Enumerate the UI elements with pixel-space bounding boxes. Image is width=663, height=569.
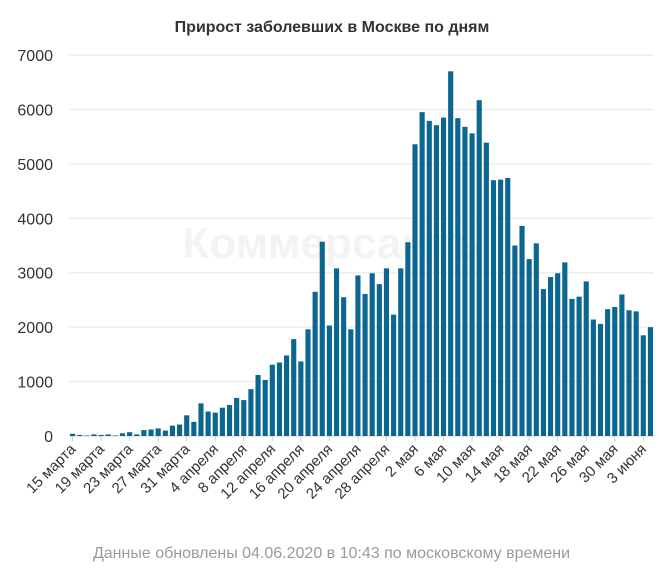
bar bbox=[612, 307, 618, 436]
bar bbox=[348, 329, 354, 436]
bar bbox=[626, 310, 632, 436]
y-tick-label: 2000 bbox=[17, 320, 53, 337]
bar bbox=[555, 273, 561, 436]
bar bbox=[141, 430, 147, 436]
bar bbox=[69, 433, 76, 436]
chart-title: Прирост заболевших в Москве по дням bbox=[175, 19, 490, 36]
chart: Прирост заболевших в Москве по дням Комм… bbox=[17, 19, 654, 503]
bar bbox=[162, 430, 168, 436]
y-axis: 0 1000 2000 3000 4000 5000 6000 7000 bbox=[17, 48, 53, 446]
y-tick-label: 3000 bbox=[17, 266, 53, 283]
y-tick-label: 7000 bbox=[17, 48, 53, 65]
bar bbox=[462, 126, 468, 437]
bar bbox=[533, 243, 539, 436]
bar bbox=[191, 421, 197, 436]
bar bbox=[590, 319, 596, 436]
bar bbox=[155, 428, 161, 436]
update-note: Данные обновлены 04.06.2020 в 10:43 по м… bbox=[92, 545, 571, 562]
bar bbox=[405, 242, 411, 436]
bar bbox=[291, 339, 297, 436]
bar bbox=[383, 268, 390, 436]
y-tick-label: 6000 bbox=[17, 102, 53, 119]
bar bbox=[276, 362, 283, 436]
bar bbox=[576, 296, 582, 436]
bar bbox=[490, 180, 497, 436]
bar bbox=[234, 397, 240, 436]
bar bbox=[526, 259, 532, 436]
bar bbox=[84, 435, 90, 436]
bar bbox=[597, 323, 604, 436]
bar bbox=[298, 361, 304, 436]
bar bbox=[483, 142, 489, 436]
bar bbox=[326, 325, 332, 436]
bar bbox=[98, 434, 104, 436]
bar bbox=[77, 434, 83, 436]
bar bbox=[433, 125, 439, 436]
y-tick-label: 1000 bbox=[17, 375, 53, 392]
bar bbox=[448, 71, 454, 436]
bar bbox=[241, 400, 247, 436]
y-tick-label: 5000 bbox=[17, 157, 53, 174]
bar bbox=[562, 262, 568, 436]
bar bbox=[426, 120, 432, 436]
bar bbox=[498, 179, 504, 437]
bar bbox=[440, 117, 447, 436]
bar bbox=[105, 434, 111, 436]
bar bbox=[262, 379, 268, 436]
bar bbox=[362, 293, 368, 436]
bar bbox=[540, 289, 546, 436]
bar bbox=[255, 375, 261, 436]
bar bbox=[341, 297, 347, 436]
bar bbox=[619, 294, 625, 436]
bar bbox=[219, 407, 225, 436]
bar bbox=[312, 291, 318, 436]
bar bbox=[91, 434, 97, 436]
bar bbox=[148, 429, 154, 436]
bar bbox=[605, 309, 611, 436]
bar bbox=[169, 425, 176, 436]
bar bbox=[369, 273, 375, 436]
bar bbox=[226, 404, 233, 436]
bar bbox=[269, 364, 275, 436]
bar bbox=[198, 403, 204, 436]
bar bbox=[134, 434, 140, 436]
bar bbox=[112, 435, 118, 436]
bar bbox=[647, 327, 654, 436]
bar bbox=[319, 241, 325, 436]
bar bbox=[512, 245, 518, 436]
bar bbox=[633, 311, 639, 436]
bar bbox=[519, 225, 525, 436]
bar bbox=[640, 335, 646, 436]
bar bbox=[205, 411, 211, 436]
bar bbox=[505, 178, 511, 436]
bar bbox=[248, 389, 254, 436]
bar bbox=[547, 277, 554, 436]
bar bbox=[305, 329, 311, 436]
bar bbox=[419, 112, 425, 437]
y-tick-label: 0 bbox=[44, 429, 53, 446]
bar bbox=[569, 298, 575, 436]
bar bbox=[376, 284, 382, 436]
bar bbox=[184, 415, 190, 436]
bar bbox=[398, 268, 404, 436]
bar bbox=[476, 100, 482, 436]
y-tick-label: 4000 bbox=[17, 211, 53, 228]
bar bbox=[455, 118, 461, 436]
bar bbox=[177, 424, 183, 436]
bars bbox=[69, 71, 654, 437]
bar bbox=[391, 314, 397, 436]
bar bbox=[355, 275, 361, 436]
bar bbox=[583, 281, 589, 436]
bar bbox=[119, 433, 126, 436]
bar bbox=[412, 144, 418, 436]
bar bbox=[469, 133, 475, 436]
bar bbox=[333, 268, 340, 436]
bar bbox=[127, 432, 133, 436]
bar bbox=[284, 355, 290, 436]
bar bbox=[212, 412, 218, 436]
